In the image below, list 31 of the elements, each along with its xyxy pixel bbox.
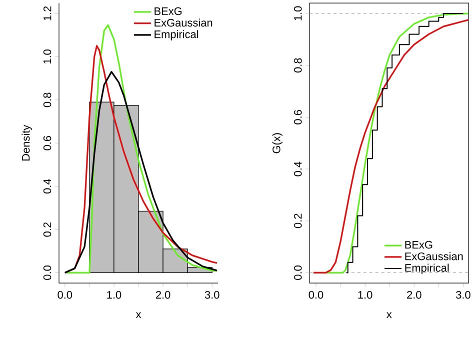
y-tick-label: 0.4: [43, 179, 52, 194]
y-axis-title: G(x): [272, 133, 282, 154]
x-tick-label: 2.0: [156, 290, 170, 299]
y-tick-label: 1.2: [44, 6, 52, 20]
y-tick-label: 0.8: [43, 92, 52, 108]
x-tick-label: 0.0: [58, 290, 72, 299]
y-tick-label: 1.0: [294, 6, 302, 20]
x-tick-label: 3.0: [204, 290, 220, 299]
y-axis-title: Density: [22, 124, 32, 160]
y-tick-label: 0.0: [294, 266, 302, 280]
x-tick-label: 0.0: [308, 290, 324, 299]
y-tick-label: 0.6: [294, 110, 302, 124]
legend-label: BExG: [154, 7, 182, 16]
legend-label: BExG: [405, 240, 432, 249]
y-tick-label: 1.0: [43, 50, 52, 64]
x-axis-title: x: [386, 312, 392, 318]
y-tick-label: 0.2: [43, 222, 52, 237]
legend-label: Empirical: [154, 30, 198, 40]
x-tick-label: 1.0: [107, 290, 122, 299]
x-tick-label: 1.0: [358, 290, 372, 299]
x-tick-label: 3.0: [456, 290, 470, 299]
x-tick-label: 2.0: [407, 290, 422, 299]
y-tick-label: 0.2: [294, 214, 302, 228]
y-tick-label: 0.4: [294, 162, 302, 176]
y-tick-label: 0.0: [43, 266, 52, 280]
legend-label: Empirical: [405, 264, 449, 274]
x-axis-title: x: [136, 312, 142, 318]
legend-label: ExGaussian: [405, 252, 463, 260]
y-tick-label: 0.6: [43, 136, 52, 150]
legend-label: ExGaussian: [154, 18, 212, 27]
y-tick-label: 0.8: [294, 58, 302, 73]
